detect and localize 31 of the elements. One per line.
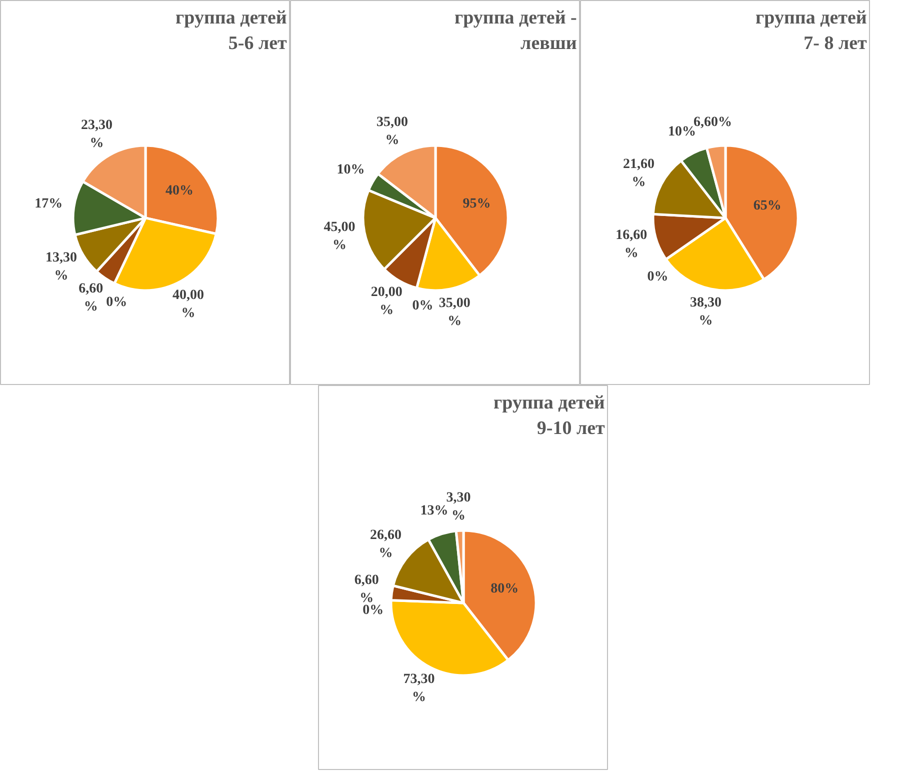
data-label: 73,30 % [403,672,435,706]
data-label: 3,30 % [446,490,471,524]
data-label: 65% [753,198,782,214]
data-label: 45,00 % [324,220,356,254]
data-label: 6,60% [693,115,732,130]
data-label: 23,30 % [80,118,112,152]
data-label: 40,00 % [172,288,204,322]
data-label: 40% [165,184,194,199]
text: 0% [362,602,384,618]
chart-title: группа детей 9-10 лет [494,392,606,439]
text: 0% [647,270,668,285]
data-label: 80% [490,582,519,597]
text: 0% [106,294,128,310]
chart-title: группа детей 7- 8 лет [756,8,868,54]
data-label: 95% [462,196,491,212]
data-label: 10% [336,162,365,178]
data-label: 13% [420,504,448,519]
chart-title: группа детей - левши [454,8,577,54]
data-label: 13,30 % [45,250,77,284]
data-label: 35,00 % [376,115,408,148]
chart-title: группа детей 5-6 лет [176,8,288,54]
data-label: 16,60 % [616,228,648,261]
data-label: 35,00 % [438,296,470,329]
data-label: 26,60 % [370,528,402,561]
data-label: 21,60 % [623,156,655,190]
data-label: 38,30 % [690,296,722,329]
data-label: 6,60 % [78,281,104,314]
data-label: 17% [34,196,63,212]
text: 0% [412,298,434,314]
data-label: 10% [668,124,696,140]
data-label: 20,00 % [370,284,402,318]
